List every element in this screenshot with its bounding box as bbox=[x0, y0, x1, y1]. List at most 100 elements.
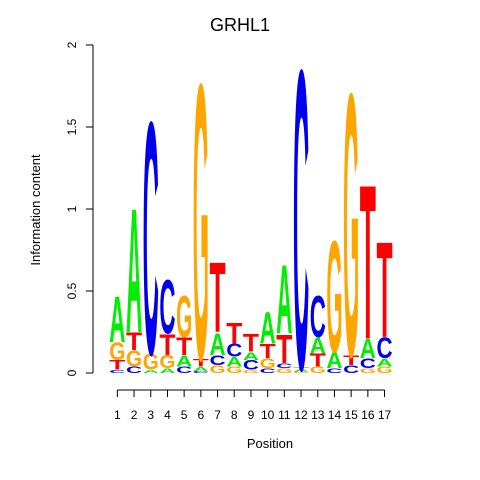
x-tick-label: 14 bbox=[328, 408, 342, 422]
logo-letter: T bbox=[159, 329, 175, 362]
logo-letter: A bbox=[326, 348, 342, 373]
logo-letter: C bbox=[377, 331, 393, 365]
x-tick-label: 4 bbox=[164, 408, 171, 422]
logo-letter: G bbox=[293, 371, 309, 373]
logo-letter: T bbox=[276, 327, 292, 372]
logo-letter: T bbox=[243, 330, 259, 357]
x-tick-label: 16 bbox=[361, 408, 375, 422]
logo-letter: C bbox=[143, 53, 159, 424]
logo-letter: C bbox=[243, 357, 259, 373]
x-tick-label: 2 bbox=[131, 408, 138, 422]
y-tick-label: 1 bbox=[65, 205, 79, 212]
logo-letter: G bbox=[193, 2, 209, 443]
logo-letter: A bbox=[360, 334, 376, 365]
logo-letter: G bbox=[210, 363, 226, 376]
logo-letter: A bbox=[193, 366, 209, 373]
logo-letter: A bbox=[293, 369, 310, 371]
logo-letter: G bbox=[377, 366, 393, 376]
x-tick-label: 6 bbox=[198, 408, 205, 422]
x-tick-label: 5 bbox=[181, 408, 188, 422]
logo-letter: G bbox=[276, 367, 292, 375]
x-tick-label: 7 bbox=[214, 408, 221, 422]
x-axis: 1 2 3 4 5 6 7 8 9 10 11 12 13 14 15 16 17 bbox=[114, 389, 392, 422]
logo-letter: A bbox=[276, 247, 292, 356]
logo-letter: T bbox=[310, 350, 326, 371]
logo-letter: G bbox=[360, 367, 376, 375]
logo-letter: G bbox=[243, 369, 259, 374]
logo-letter: A bbox=[310, 333, 326, 358]
logo-letter: T bbox=[260, 341, 277, 364]
x-tick-label: 17 bbox=[378, 408, 392, 422]
logo-letter: T bbox=[109, 358, 125, 373]
logo-letter: G bbox=[126, 346, 142, 372]
logo-letter: T bbox=[210, 242, 226, 354]
logo-letter: A bbox=[243, 350, 259, 363]
logo-column: CAG bbox=[326, 209, 342, 387]
logo-letter: A bbox=[109, 283, 125, 357]
logo-letter: T bbox=[360, 141, 376, 387]
logo-letter: T bbox=[343, 353, 359, 368]
x-tick-label: 11 bbox=[278, 408, 291, 422]
y-axis-label: Information content bbox=[28, 154, 43, 266]
y-tick-label: 2 bbox=[65, 41, 79, 48]
y-tick-label: 0.5 bbox=[65, 282, 79, 299]
logo-letter: G bbox=[143, 349, 159, 375]
logo-letter: A bbox=[260, 303, 276, 354]
logo-letter: C bbox=[293, 0, 309, 460]
logo-letter: C bbox=[126, 365, 142, 375]
logo-letter: C bbox=[176, 365, 192, 375]
logo-letter: T bbox=[193, 357, 210, 369]
x-tick-label: 15 bbox=[344, 408, 358, 422]
x-tick-label: 9 bbox=[248, 408, 255, 422]
logo-letter: T bbox=[226, 317, 242, 350]
logo-letter: G bbox=[226, 366, 242, 376]
logo-letter: G bbox=[343, 16, 359, 435]
logo-letter: G bbox=[176, 285, 192, 350]
y-tick-label: 0 bbox=[65, 369, 79, 376]
x-tick-label: 1 bbox=[114, 408, 121, 422]
logo-column: CTG bbox=[343, 16, 359, 435]
logo-letter: G bbox=[310, 366, 326, 376]
logo-letter: A bbox=[126, 171, 142, 370]
chart-title: GRHL1 bbox=[210, 15, 270, 35]
logo-letter: A bbox=[159, 367, 175, 374]
logo-letter: G bbox=[260, 356, 276, 372]
logo-letter: C bbox=[310, 284, 326, 350]
logo-letter: A bbox=[176, 352, 192, 370]
logo-letter: C bbox=[109, 369, 126, 374]
x-axis-label: Position bbox=[247, 436, 293, 451]
logo-letter: C bbox=[360, 356, 376, 372]
logo-letter: C bbox=[326, 367, 342, 374]
x-tick-label: 8 bbox=[231, 408, 238, 422]
x-tick-label: 3 bbox=[147, 408, 154, 422]
logo-letter: C bbox=[343, 363, 359, 376]
logo-letter: A bbox=[143, 369, 160, 374]
logo-letter: C bbox=[159, 264, 175, 351]
logo-letter: G bbox=[326, 209, 342, 387]
logo-letter: T bbox=[176, 334, 192, 361]
logo-column: AGC bbox=[143, 53, 160, 424]
logo-letter: A bbox=[377, 356, 393, 369]
logo-letter: G bbox=[159, 352, 175, 373]
logo-letter: C bbox=[210, 352, 226, 368]
x-tick-label: 13 bbox=[311, 408, 325, 422]
logo-letter: A bbox=[226, 354, 242, 370]
logo-letter: C bbox=[193, 371, 209, 373]
logo-letter: T bbox=[126, 329, 142, 356]
y-tick-label: 1.5 bbox=[65, 118, 79, 135]
logo-letter: C bbox=[260, 367, 276, 374]
